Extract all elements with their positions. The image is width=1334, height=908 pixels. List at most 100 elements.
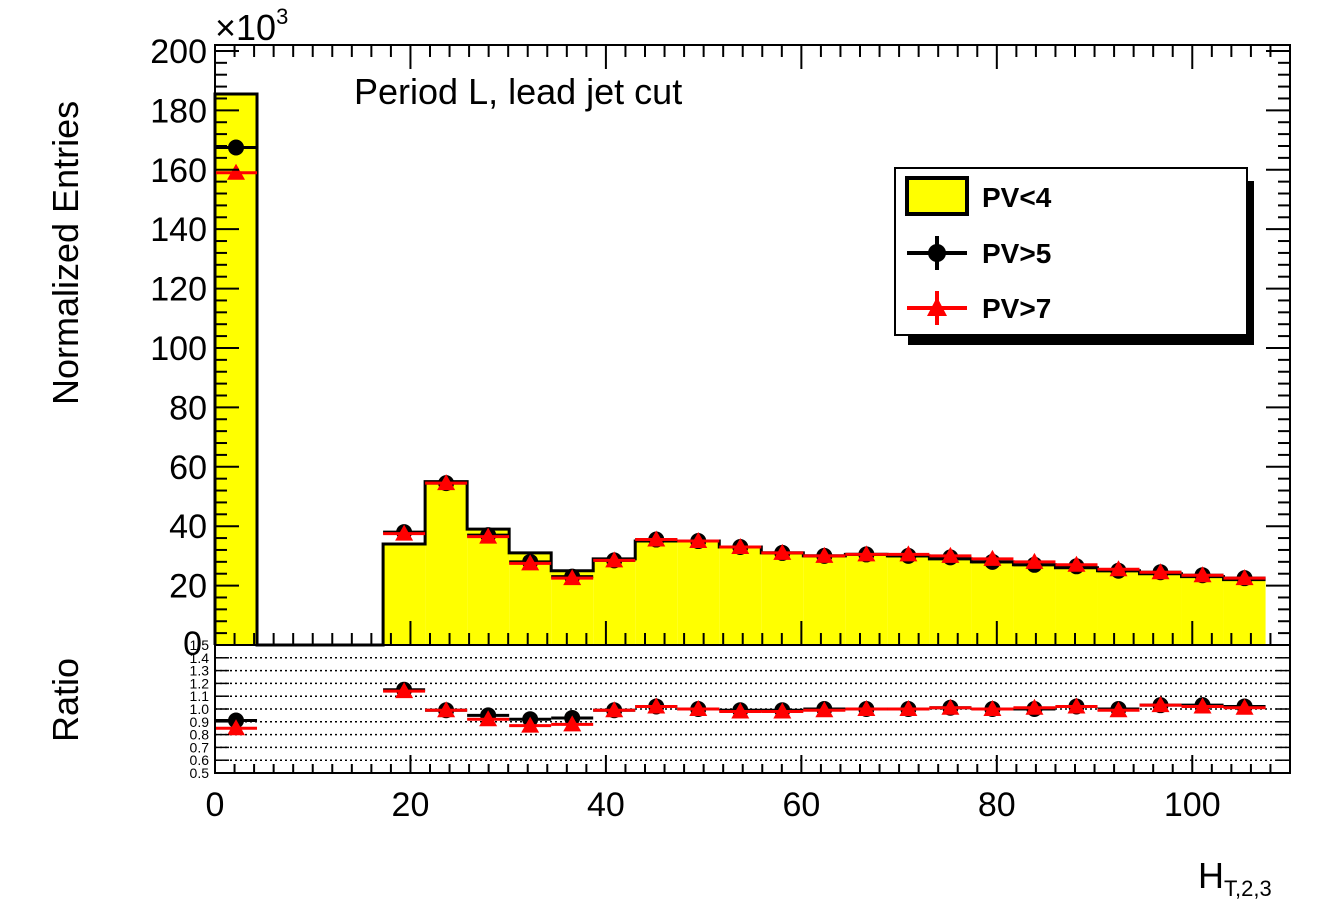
ratio-pv7-point: [971, 700, 1014, 716]
y-tick-label: 40: [169, 508, 207, 546]
pv7-marker: [857, 545, 876, 562]
x-tick-labels: 0 20 40 60 80 100: [206, 786, 1221, 824]
ratio-pv7-point: [719, 702, 762, 719]
pv7-point: [215, 163, 258, 180]
ratio-pv7-marker: [647, 697, 666, 714]
pv7-marker: [731, 537, 750, 554]
x-tick-label: 60: [782, 786, 820, 824]
ratio-y-tick-labels: 0.50.60.70.80.91.01.11.21.31.41.5: [190, 637, 210, 781]
pv7-marker: [1025, 552, 1044, 569]
y-tick-label: 120: [150, 271, 207, 309]
ratio-tick-label: 1.4: [190, 650, 210, 666]
ratio-pv7-marker: [479, 710, 498, 727]
y-axis-title: Normalized Entries: [45, 101, 86, 405]
ratio-pv7-point: [677, 700, 720, 716]
y-tick-label: 180: [150, 92, 207, 130]
ratio-pv7-point: [929, 698, 972, 715]
pv7-marker: [563, 569, 582, 586]
main-axis-ticks: [214, 45, 1291, 773]
main-y-tick-labels: 20 40 60 80 100 120 140 160 180 200: [150, 33, 207, 606]
ratio-tick-label: 1.1: [190, 688, 210, 704]
ratio-pv7-marker: [983, 700, 1002, 716]
histogram-bar: [1055, 567, 1098, 645]
ratio-pv7-point: [593, 701, 636, 718]
ratio-pv7-marker: [605, 701, 624, 718]
pv7-marker: [521, 554, 540, 571]
y-tick-label: 60: [169, 449, 207, 487]
pv7-marker: [395, 524, 414, 541]
ratio-pv7-point: [425, 701, 468, 718]
pv7-point: [1013, 552, 1056, 569]
pv7-point: [1097, 560, 1140, 577]
ratio-pv7-point: [551, 715, 594, 732]
ratio-pv7-point: [509, 716, 552, 733]
ratio-pv7-marker: [521, 716, 540, 733]
ratio-tick-label: 0.7: [190, 739, 210, 755]
pv7-point: [719, 537, 762, 554]
pv7-marker: [1193, 566, 1212, 583]
ratio-pv7-point: [761, 702, 804, 719]
pv7-point: [593, 551, 636, 568]
pv7-marker: [941, 546, 960, 563]
histogram-bar: [929, 558, 972, 645]
histogram-bar: [215, 94, 258, 646]
ratio-tick-label: 0.9: [190, 714, 210, 730]
legend-label-pv5: PV>5: [982, 238, 1051, 269]
histogram-bar: [635, 541, 678, 645]
pv7-point: [971, 549, 1014, 566]
ratio-pv7-marker: [1109, 701, 1128, 718]
ratio-axis-title: Ratio: [45, 658, 86, 742]
histogram-bar: [1223, 579, 1266, 645]
pv7-point: [551, 569, 594, 586]
reference-histogram: [213, 92, 1266, 647]
pv7-point: [803, 546, 846, 563]
histogram-bar: [1013, 564, 1056, 645]
pv5-point: [215, 139, 258, 156]
pv7-point: [1223, 569, 1266, 586]
histogram-bar: [1181, 576, 1224, 645]
y-tick-label: 160: [150, 152, 207, 190]
y-tick-label: 20: [169, 568, 207, 606]
x-axis-title-main: H: [1198, 855, 1224, 896]
histogram-bar: [467, 529, 510, 645]
ratio-pv7-marker: [815, 701, 834, 718]
pv7-marker: [815, 546, 834, 563]
pv7-point: [635, 530, 678, 547]
y-tick-label: 80: [169, 389, 207, 427]
pv5-marker: [228, 139, 245, 156]
ratio-pv7-point: [887, 700, 930, 716]
ratio-pv7-marker: [689, 700, 708, 716]
pv7-point: [425, 474, 468, 491]
pv7-marker: [1067, 555, 1086, 572]
ratio-plot: 0.50.60.70.80.91.01.11.21.31.41.5 0 20 40 6…: [190, 637, 1291, 824]
legend-swatch-pv5: [907, 236, 967, 270]
ratio-pv7-marker: [899, 700, 918, 716]
ratio-pv7-marker: [395, 682, 414, 699]
histogram-bar: [1097, 570, 1140, 645]
legend-swatch-pv4: [905, 176, 969, 216]
ratio-pv7-marker: [1193, 697, 1212, 714]
legend-label-pv7: PV>7: [982, 293, 1051, 324]
pv7-point: [467, 527, 510, 544]
y-tick-label-zero: 0: [183, 625, 202, 663]
histogram-bar: [677, 541, 720, 645]
main-series-markers: [215, 139, 1266, 587]
ratio-pv7-marker: [1151, 696, 1170, 713]
pv7-marker: [1109, 560, 1128, 577]
x-tick-label: 0: [206, 786, 225, 824]
histogram-bar: [971, 561, 1014, 645]
multiplier-exponent: 3: [276, 4, 288, 29]
pv7-point: [677, 532, 720, 549]
pv7-marker: [227, 163, 246, 180]
histogram-bar: [845, 554, 888, 645]
pv7-marker: [479, 527, 498, 544]
pv7-point: [509, 554, 552, 571]
legend-swatch-pv7: [907, 291, 967, 325]
ratio-pv7-point: [1181, 697, 1224, 714]
annotation-text: Period L, lead jet cut: [354, 71, 682, 112]
histogram-bar: [761, 552, 804, 645]
ratio-pv7-marker: [1235, 698, 1254, 715]
ratio-axis-ticks: [215, 644, 1290, 774]
histogram-bar: [719, 546, 762, 645]
